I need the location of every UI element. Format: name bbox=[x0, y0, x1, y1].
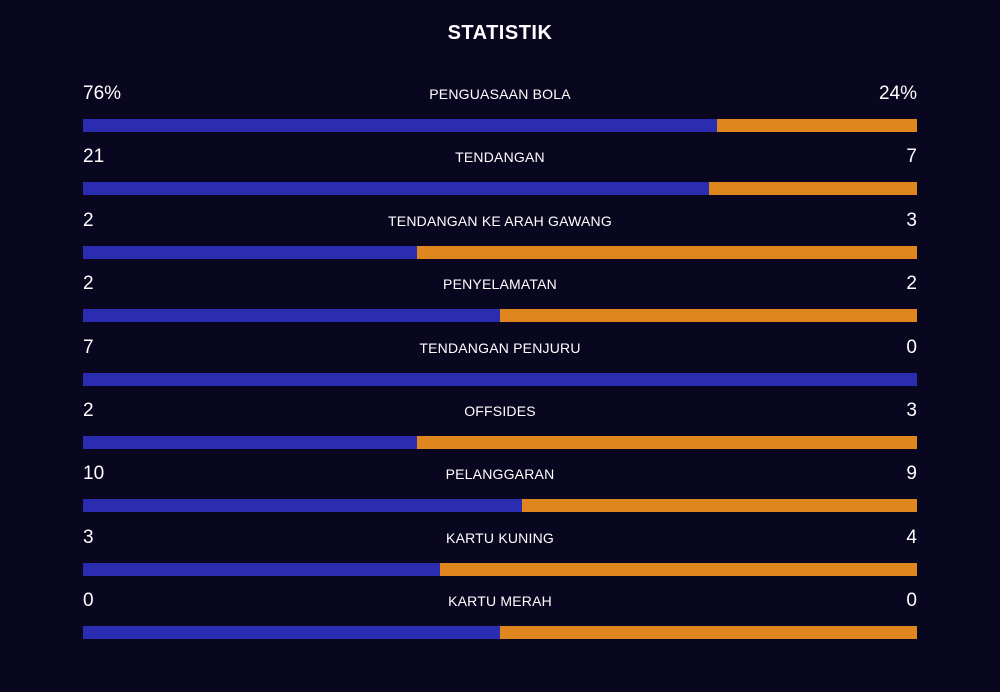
away-bar-segment bbox=[521, 499, 917, 513]
away-bar-segment bbox=[500, 626, 917, 640]
away-value: 0 bbox=[906, 336, 917, 358]
away-value: 3 bbox=[906, 399, 917, 421]
home-bar-segment bbox=[83, 626, 500, 640]
stat-label: TENDANGAN KE ARAH GAWANG bbox=[388, 212, 612, 229]
away-value: 4 bbox=[906, 526, 917, 548]
away-bar-segment bbox=[440, 562, 917, 576]
away-bar-segment bbox=[416, 245, 917, 259]
home-value: 2 bbox=[83, 399, 94, 421]
away-bar-segment bbox=[708, 182, 917, 196]
stat-label: KARTU MERAH bbox=[448, 593, 552, 610]
away-value: 0 bbox=[906, 590, 917, 612]
stat-row: 3 KARTU KUNING 4 bbox=[83, 523, 917, 586]
home-bar-segment bbox=[83, 499, 522, 513]
comparison-bar bbox=[83, 435, 917, 449]
stat-label: OFFSIDES bbox=[464, 402, 536, 419]
away-bar-segment bbox=[416, 435, 917, 449]
away-value: 9 bbox=[906, 463, 917, 485]
home-bar-segment bbox=[83, 562, 441, 576]
stat-row: 76% PENGUASAAN BOLA 24% bbox=[83, 79, 917, 142]
stat-label: PELANGGARAN bbox=[445, 466, 555, 483]
stat-row: 7 TENDANGAN PENJURU 0 bbox=[83, 333, 917, 396]
section-title: STATISTIK bbox=[447, 22, 553, 44]
stat-row: 10 PELANGGARAN 9 bbox=[83, 459, 917, 522]
home-bar-segment bbox=[83, 182, 709, 196]
home-value: 7 bbox=[83, 336, 94, 358]
home-value: 21 bbox=[83, 146, 105, 168]
away-bar-segment bbox=[716, 119, 917, 132]
away-value: 7 bbox=[906, 146, 917, 168]
stat-row: 21 TENDANGAN 7 bbox=[83, 142, 917, 205]
home-bar-segment bbox=[83, 245, 417, 259]
comparison-bar bbox=[83, 626, 917, 640]
stat-label: PENYELAMATAN bbox=[443, 276, 557, 293]
home-value: 2 bbox=[83, 273, 94, 295]
away-value: 24% bbox=[878, 83, 917, 104]
stat-label: TENDANGAN PENJURU bbox=[419, 339, 581, 356]
stat-row: 2 PENYELAMATAN 2 bbox=[83, 269, 917, 332]
comparison-bar bbox=[83, 562, 917, 576]
away-value: 2 bbox=[906, 273, 917, 295]
home-value: 0 bbox=[83, 590, 94, 612]
comparison-bar bbox=[83, 309, 917, 323]
home-value: 10 bbox=[83, 463, 105, 485]
comparison-bar bbox=[83, 119, 917, 132]
away-bar-segment bbox=[500, 309, 917, 323]
comparison-bar bbox=[83, 182, 917, 196]
stat-label: TENDANGAN bbox=[455, 149, 545, 166]
comparison-bar bbox=[83, 499, 917, 513]
stats-list: 76% PENGUASAAN BOLA 24% 21 TENDANGAN 7 2 TENDAN… bbox=[83, 79, 917, 650]
home-value: 76% bbox=[83, 83, 122, 104]
comparison-bar bbox=[83, 245, 917, 259]
home-bar-segment bbox=[83, 119, 717, 132]
home-value: 2 bbox=[83, 209, 94, 231]
stat-label: PENGUASAAN BOLA bbox=[429, 86, 571, 102]
home-value: 3 bbox=[83, 526, 94, 548]
away-value: 3 bbox=[906, 209, 917, 231]
stat-row: 0 KARTU MERAH 0 bbox=[83, 586, 917, 649]
stat-row: 2 OFFSIDES 3 bbox=[83, 396, 917, 459]
home-bar-segment bbox=[83, 435, 417, 449]
home-bar-segment bbox=[83, 372, 917, 386]
stat-row: 2 TENDANGAN KE ARAH GAWANG 3 bbox=[83, 206, 917, 269]
comparison-bar bbox=[83, 372, 917, 386]
home-bar-segment bbox=[83, 309, 500, 323]
stat-label: KARTU KUNING bbox=[446, 529, 554, 546]
